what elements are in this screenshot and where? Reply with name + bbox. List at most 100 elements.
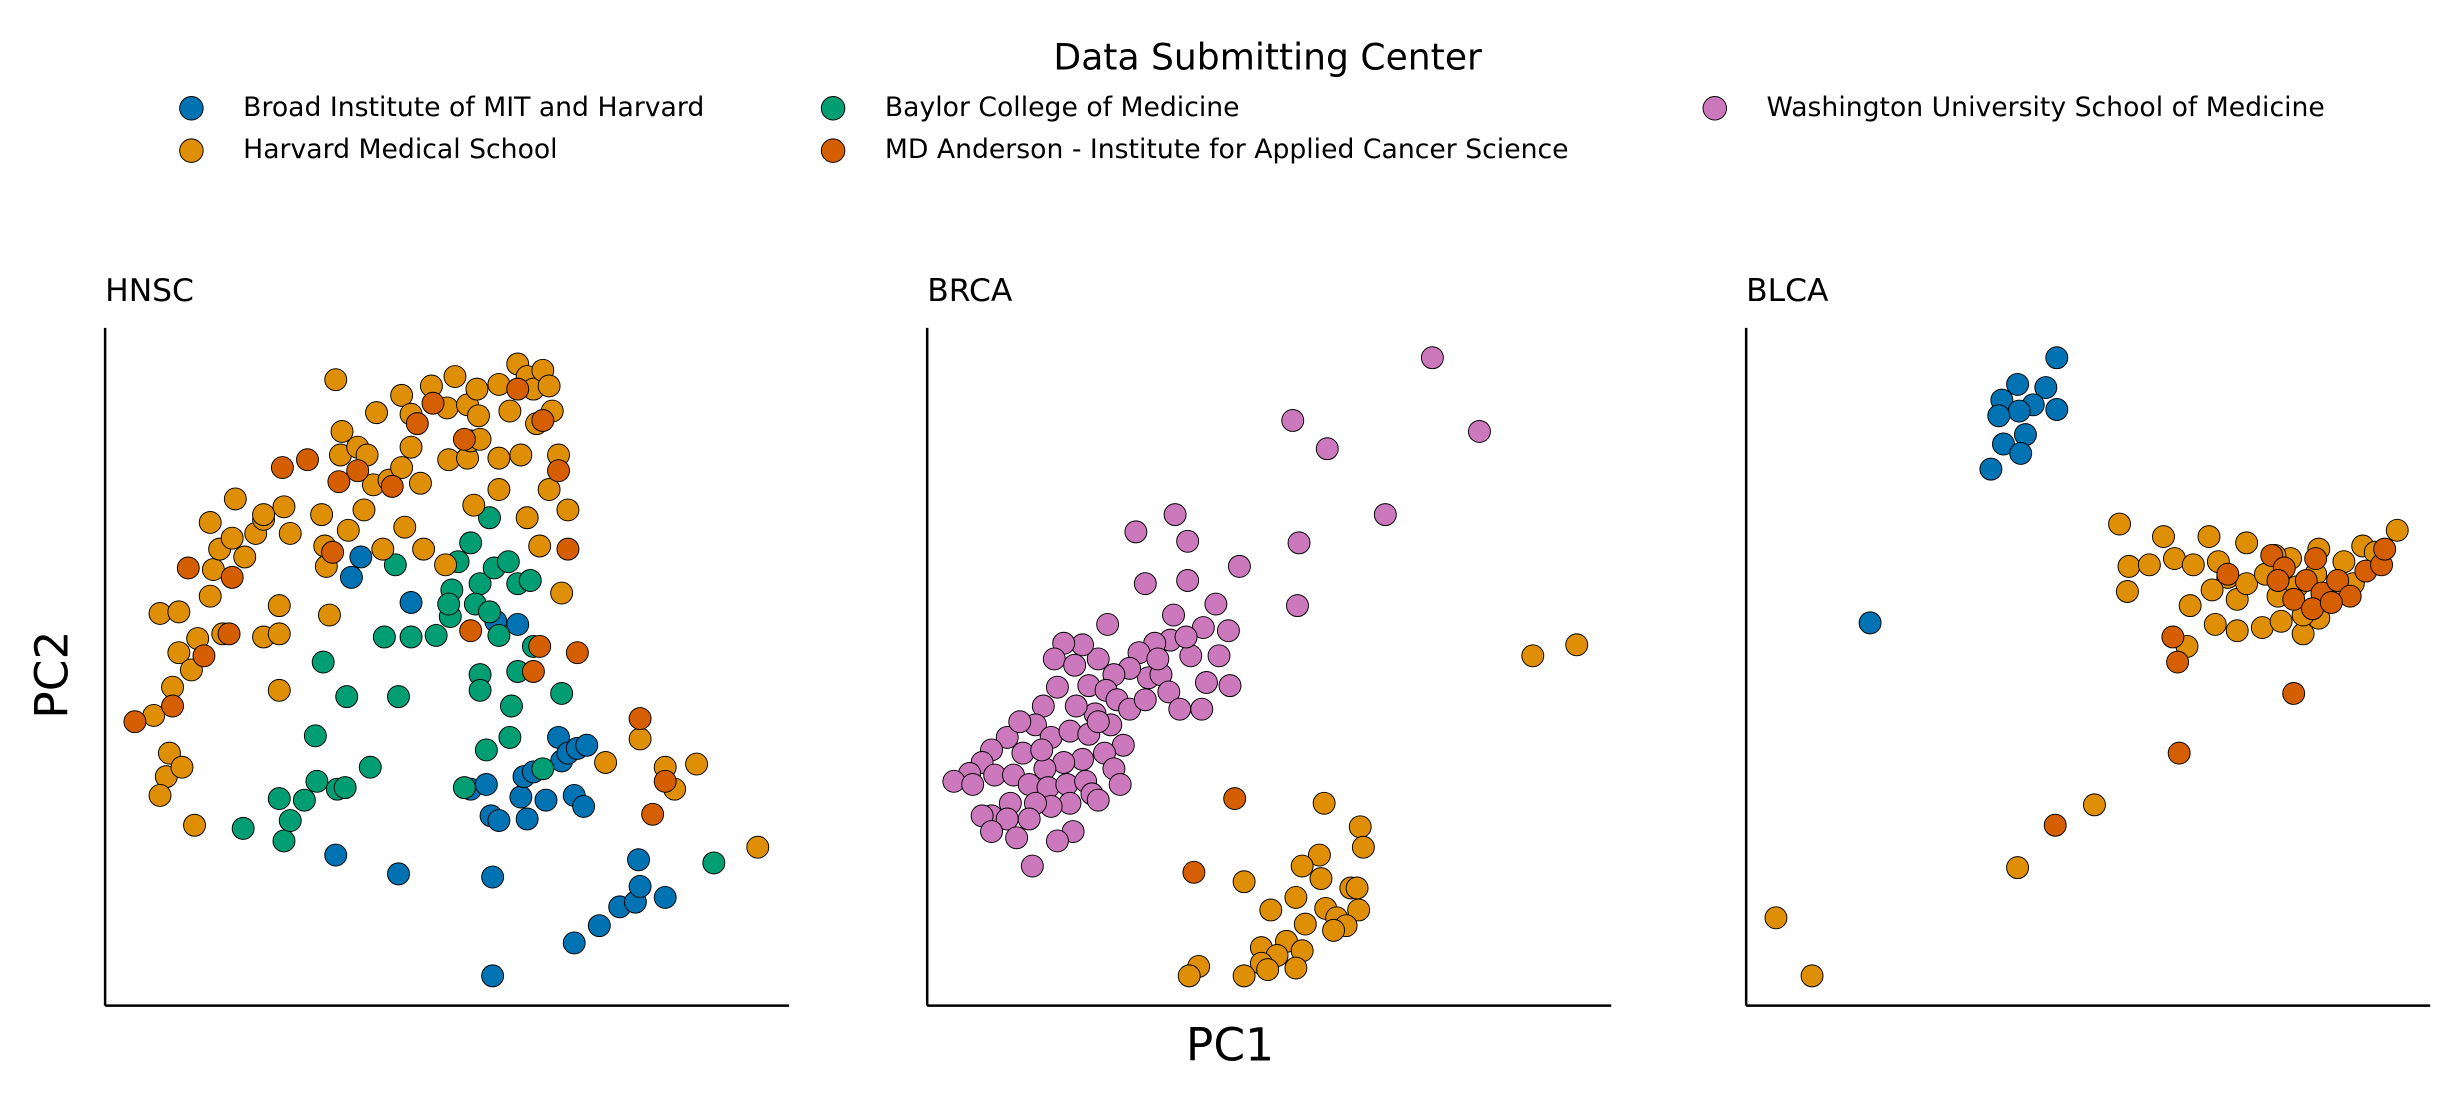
point: [2013, 423, 2037, 447]
panel-title: BRCA: [927, 273, 1013, 309]
point: [324, 843, 348, 867]
point: [272, 495, 296, 519]
point: [685, 752, 709, 776]
point: [509, 443, 533, 467]
point: [1307, 843, 1331, 867]
point: [434, 553, 458, 577]
point: [2167, 741, 2191, 765]
point: [272, 829, 296, 853]
point: [305, 769, 329, 793]
point: [1858, 611, 1882, 635]
point: [2282, 682, 2306, 705]
point: [1162, 603, 1185, 627]
point: [2304, 547, 2328, 570]
point: [220, 565, 244, 589]
point: [1284, 885, 1308, 909]
point: [459, 619, 483, 643]
point: [296, 448, 319, 472]
point: [468, 678, 492, 702]
point: [2115, 580, 2139, 603]
point: [1008, 710, 1032, 734]
point: [500, 694, 523, 718]
point: [653, 769, 677, 793]
point: [550, 682, 574, 705]
point: [336, 518, 360, 542]
point: [515, 807, 539, 831]
point: [310, 503, 334, 527]
legend-label: Harvard Medical School: [243, 134, 557, 165]
point: [2203, 612, 2227, 636]
point: [1322, 918, 1345, 942]
x-axis-label: PC1: [1186, 1019, 1274, 1072]
point: [1800, 964, 1824, 988]
point: [1055, 773, 1079, 796]
point: [498, 725, 522, 749]
point: [550, 581, 574, 605]
legend-label: Baylor College of Medicine: [885, 92, 1240, 123]
point: [2269, 609, 2293, 633]
point: [487, 446, 511, 470]
point: [1179, 644, 1203, 668]
point: [1312, 791, 1336, 815]
point: [1030, 738, 1054, 762]
point: [390, 383, 414, 407]
point: [518, 569, 542, 592]
point: [459, 531, 483, 555]
point: [270, 456, 294, 479]
point: [352, 498, 376, 522]
point: [487, 478, 511, 501]
legend-marker: [820, 96, 846, 121]
point: [961, 773, 985, 796]
panel-title: BLCA: [1746, 273, 1829, 309]
point: [278, 809, 302, 832]
point: [1293, 912, 1317, 936]
point: [1071, 747, 1094, 771]
point: [2326, 569, 2350, 592]
point: [1420, 346, 1444, 370]
point: [161, 694, 185, 718]
point: [233, 545, 257, 569]
point: [148, 783, 172, 807]
point: [2006, 856, 2030, 880]
point: [628, 707, 652, 731]
point: [390, 456, 414, 479]
point: [641, 802, 665, 826]
point: [176, 556, 200, 580]
point: [2045, 346, 2069, 370]
point: [1256, 958, 1280, 982]
point: [1182, 860, 1206, 884]
point: [278, 521, 302, 545]
point: [1058, 791, 1082, 815]
point: [1146, 647, 1170, 671]
point: [1204, 592, 1228, 616]
point: [2235, 531, 2259, 555]
point: [383, 553, 407, 577]
point: [1176, 529, 1200, 553]
point: [333, 776, 357, 800]
point: [746, 835, 770, 859]
point: [1108, 773, 1132, 796]
point: [496, 550, 520, 574]
point: [1168, 697, 1192, 721]
point: [372, 625, 396, 649]
point: [380, 474, 404, 498]
point: [1207, 644, 1231, 668]
point: [1259, 898, 1283, 922]
point: [702, 851, 726, 875]
point: [2009, 441, 2033, 465]
legend-marker: [179, 96, 204, 121]
point: [1174, 625, 1198, 649]
point: [474, 773, 498, 796]
point: [1017, 807, 1041, 831]
point: [506, 377, 530, 401]
point: [183, 813, 206, 837]
point: [565, 641, 589, 665]
point: [2045, 398, 2069, 421]
point: [980, 820, 1003, 843]
point: [2178, 594, 2202, 618]
point: [1347, 898, 1371, 922]
point: [2216, 562, 2240, 586]
point: [2235, 572, 2259, 596]
point: [587, 914, 611, 938]
point: [487, 809, 511, 832]
